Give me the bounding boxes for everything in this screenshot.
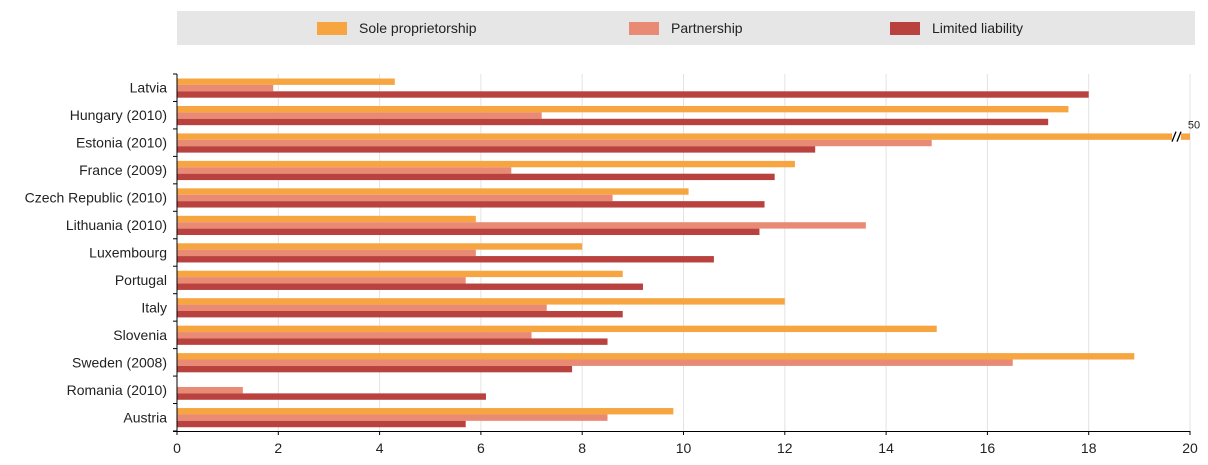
axis-break-mark-1 bbox=[1171, 131, 1177, 142]
bar-romania-2010-partnership bbox=[177, 386, 243, 394]
bar-sweden-2008-limited-liability bbox=[177, 365, 573, 373]
bar-luxembourg-sole-proprietorship bbox=[177, 243, 583, 250]
legend-swatch-partnership bbox=[629, 21, 659, 35]
legend-item-partnership: Partnership bbox=[629, 11, 743, 45]
bar-lithuania-2010-partnership bbox=[177, 222, 866, 229]
bar-czech-republic-2010-sole-proprietorship bbox=[177, 188, 689, 195]
bar-hungary-2010-sole-proprietorship bbox=[177, 105, 1069, 113]
legend-swatch-limited-liability bbox=[890, 21, 920, 35]
x-tick-label-2: 2 bbox=[274, 440, 282, 456]
bar-france-2009-partnership bbox=[177, 167, 512, 174]
y-tick-label-france-2009: France (2009) bbox=[79, 162, 167, 178]
bar-portugal-partnership bbox=[177, 277, 466, 284]
bar-hungary-2010-limited-liability bbox=[177, 118, 1049, 126]
bar-sweden-2008-sole-proprietorship bbox=[177, 353, 1135, 360]
y-tick-label-czech-republic-2010: Czech Republic (2010) bbox=[25, 190, 167, 206]
bar-austria-limited-liability bbox=[177, 420, 466, 428]
bar-latvia-limited-liability bbox=[177, 91, 1089, 98]
bar-latvia-sole-proprietorship bbox=[177, 78, 395, 85]
legend-item-limited-liability: Limited liability bbox=[890, 11, 1023, 45]
bar-czech-republic-2010-limited-liability bbox=[177, 201, 765, 208]
bar-lithuania-2010-sole-proprietorship bbox=[177, 215, 476, 223]
bar-sweden-2008-partnership bbox=[177, 359, 1013, 366]
bar-austria-partnership bbox=[177, 414, 608, 421]
bar-france-2009-limited-liability bbox=[177, 173, 775, 181]
y-tick-label-hungary-2010: Hungary (2010) bbox=[70, 107, 167, 123]
legend-swatch-sole-proprietorship bbox=[317, 21, 347, 35]
bar-luxembourg-partnership bbox=[177, 249, 476, 257]
x-tick-label-12: 12 bbox=[777, 440, 793, 456]
y-tick-label-lithuania-2010: Lithuania (2010) bbox=[66, 217, 167, 233]
x-tick-label-0: 0 bbox=[173, 440, 181, 456]
x-tick-label-6: 6 bbox=[477, 440, 485, 456]
bar-estonia-2010-limited-liability bbox=[177, 146, 816, 153]
bar-romania-2010-limited-liability bbox=[177, 393, 486, 400]
bar-slovenia-partnership bbox=[177, 332, 532, 339]
bar-latvia-partnership bbox=[177, 84, 274, 92]
bar-hungary-2010-partnership bbox=[177, 112, 542, 119]
bar-estonia-2010-partnership bbox=[177, 139, 932, 147]
y-tick-label-estonia-2010: Estonia (2010) bbox=[76, 135, 167, 151]
bar-austria-sole-proprietorship bbox=[177, 408, 674, 415]
y-tick-label-romania-2010: Romania (2010) bbox=[67, 382, 167, 398]
axis-break-mark-2 bbox=[1176, 131, 1182, 142]
y-tick-label-austria: Austria bbox=[123, 409, 167, 425]
y-tick-label-portugal: Portugal bbox=[115, 272, 167, 288]
x-tick-label-18: 18 bbox=[1081, 440, 1097, 456]
bar-italy-sole-proprietorship bbox=[177, 298, 785, 305]
x-tick-label-14: 14 bbox=[878, 440, 894, 456]
y-tick-label-sweden-2008: Sweden (2008) bbox=[72, 354, 167, 370]
bar-slovenia-limited-liability bbox=[177, 338, 608, 345]
bar-italy-partnership bbox=[177, 304, 547, 311]
y-tick-label-italy: Italy bbox=[141, 299, 167, 315]
bar-lithuania-2010-limited-liability bbox=[177, 228, 760, 236]
x-tick-label-4: 4 bbox=[376, 440, 384, 456]
x-tick-label-20: 20 bbox=[1182, 440, 1198, 456]
legend-label-partnership: Partnership bbox=[671, 20, 743, 36]
y-tick-label-luxembourg: Luxembourg bbox=[89, 245, 167, 261]
x-tick-label-10: 10 bbox=[676, 440, 692, 456]
x-tick-label-8: 8 bbox=[578, 440, 586, 456]
legend-item-sole-proprietorship: Sole proprietorship bbox=[317, 11, 477, 45]
axis-break-gap bbox=[1172, 130, 1181, 143]
y-tick-label-latvia: Latvia bbox=[130, 80, 168, 96]
legend: Sole proprietorship Partnership Limited … bbox=[177, 11, 1195, 45]
bar-slovenia-sole-proprietorship bbox=[177, 325, 937, 333]
annotation-off-scale-value: 50 bbox=[1188, 120, 1200, 132]
bar-estonia-2010-sole-proprietorship bbox=[177, 133, 1190, 140]
bar-france-2009-sole-proprietorship bbox=[177, 160, 795, 168]
bar-czech-republic-2010-partnership bbox=[177, 194, 613, 202]
bar-portugal-limited-liability bbox=[177, 283, 643, 290]
legend-label-sole-proprietorship: Sole proprietorship bbox=[359, 20, 477, 36]
bar-luxembourg-limited-liability bbox=[177, 256, 714, 263]
y-tick-label-slovenia: Slovenia bbox=[113, 327, 167, 343]
bar-portugal-sole-proprietorship bbox=[177, 270, 623, 278]
bar-italy-limited-liability bbox=[177, 310, 623, 318]
x-tick-label-16: 16 bbox=[980, 440, 996, 456]
legend-label-limited-liability: Limited liability bbox=[932, 20, 1024, 36]
